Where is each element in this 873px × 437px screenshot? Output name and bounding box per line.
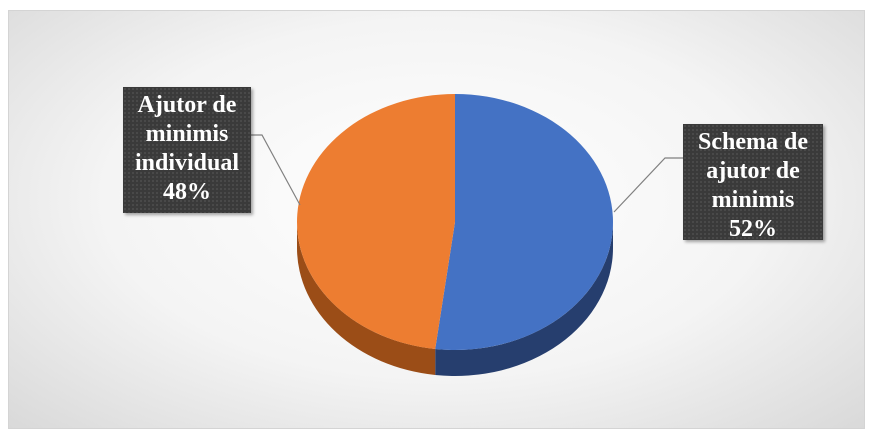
leader-line-schema <box>613 157 683 213</box>
leader-lines <box>251 134 683 213</box>
pie-slice-side-1 <box>297 222 436 375</box>
pie-slice-1 <box>296 94 455 349</box>
pie-slice-side-0 <box>435 222 613 376</box>
data-label-line: individual <box>134 150 240 176</box>
data-label-line: Schema de <box>698 129 808 155</box>
data-label-percent: 52% <box>729 216 777 242</box>
data-label-percent: 48% <box>163 179 211 205</box>
data-label-line: minimis <box>145 121 229 147</box>
pie-slice-0 <box>435 94 613 350</box>
pie-slices <box>296 94 613 350</box>
data-label-line: ajutor de <box>706 158 800 184</box>
leader-line-individual <box>251 134 301 206</box>
pie-depth-sides <box>297 222 613 376</box>
data-label-ajutor-individual: Ajutor de minimis individual 48% <box>123 87 251 213</box>
data-label-line: minimis <box>711 187 795 213</box>
data-label-schema-ajutor: Schema de ajutor de minimis 52% <box>683 124 823 242</box>
data-label-line: Ajutor de <box>137 92 237 118</box>
